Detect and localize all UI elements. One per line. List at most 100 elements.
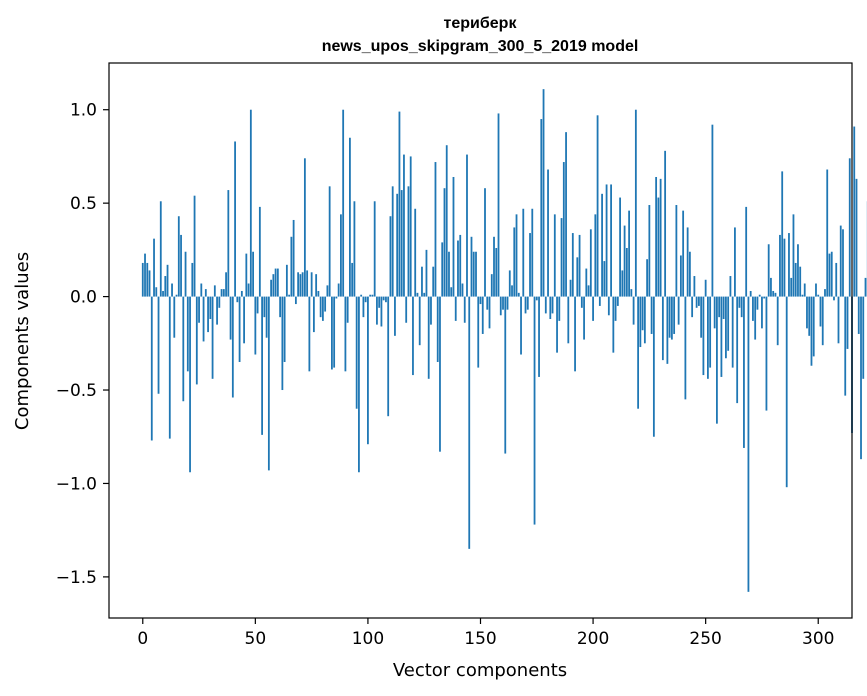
bar: [747, 296, 750, 592]
bar: [758, 294, 761, 297]
bar: [340, 214, 342, 297]
bar: [810, 296, 813, 366]
bar: [799, 266, 802, 297]
bar: [459, 234, 462, 297]
bar: [218, 296, 221, 308]
bar: [542, 89, 545, 297]
bar: [583, 296, 585, 340]
bar: [670, 296, 673, 340]
bar: [686, 227, 689, 297]
bar: [308, 296, 311, 372]
bar: [373, 201, 376, 297]
bar: [754, 296, 757, 340]
bar: [632, 296, 635, 325]
bar: [794, 262, 797, 297]
bar: [247, 283, 250, 297]
bar: [664, 150, 667, 297]
bar: [661, 296, 664, 361]
bar: [198, 296, 200, 323]
bar: [490, 274, 493, 297]
chart-title-line1: териберк: [444, 15, 518, 32]
bar: [515, 214, 518, 297]
bar: [326, 285, 329, 297]
bar: [652, 296, 655, 437]
bar: [430, 296, 432, 325]
bar: [477, 296, 480, 368]
bar: [434, 162, 437, 297]
bar: [830, 251, 833, 297]
bar: [736, 296, 739, 404]
bar: [743, 296, 745, 448]
bar: [389, 216, 392, 297]
bar: [698, 296, 700, 306]
bar: [466, 154, 468, 297]
bar: [231, 296, 234, 398]
bar: [855, 178, 858, 297]
x-tick-label: 300: [802, 629, 834, 649]
bar: [551, 296, 554, 314]
bar: [436, 296, 439, 362]
bar: [734, 227, 736, 297]
bar: [770, 277, 772, 297]
bar: [153, 238, 155, 297]
bar: [614, 296, 617, 321]
bar: [592, 296, 594, 321]
bar: [569, 279, 572, 297]
bar: [544, 296, 547, 314]
bar: [806, 296, 808, 329]
bar: [162, 290, 164, 297]
bar: [547, 169, 549, 297]
bar: [412, 296, 414, 376]
bar: [315, 274, 318, 297]
x-tick-label: 150: [464, 629, 496, 649]
bar: [180, 234, 182, 297]
bar: [427, 296, 430, 379]
bar: [765, 296, 768, 411]
bar: [369, 294, 372, 297]
bar: [371, 294, 374, 297]
bar: [833, 296, 835, 301]
bar: [418, 296, 421, 346]
bar: [612, 296, 615, 353]
bar: [574, 296, 576, 372]
bar: [425, 249, 428, 297]
bar: [211, 296, 214, 379]
bar: [234, 141, 236, 297]
bar: [803, 283, 806, 297]
bar: [439, 296, 441, 452]
bar: [641, 296, 644, 331]
bar: [195, 296, 198, 385]
bar: [767, 244, 770, 297]
bar: [382, 296, 385, 301]
bar: [416, 292, 419, 297]
bar: [801, 294, 804, 297]
bar: [146, 262, 149, 297]
x-tick-label: 50: [245, 629, 267, 649]
bar: [844, 296, 847, 396]
bar: [164, 276, 167, 297]
bar: [598, 296, 601, 306]
y-axis-ticks: 1.0 0.5 0.0 −0.5 −1.0 −1.5: [56, 101, 109, 588]
bar: [709, 296, 712, 368]
bar: [630, 289, 633, 297]
bar: [470, 236, 473, 297]
bar: [265, 296, 268, 338]
bar: [186, 296, 189, 372]
bar: [520, 296, 522, 355]
bar: [407, 186, 410, 297]
bar: [157, 296, 160, 394]
bar: [362, 296, 365, 318]
bar: [648, 205, 651, 297]
bars-group: [141, 89, 867, 592]
bar: [684, 296, 687, 400]
bar: [808, 296, 811, 336]
bar: [391, 186, 394, 297]
bar: [299, 274, 302, 297]
bar: [405, 296, 408, 323]
bar: [331, 296, 333, 370]
bar: [441, 242, 444, 297]
bar: [745, 206, 748, 297]
bar: [857, 296, 860, 334]
bar: [321, 296, 324, 321]
